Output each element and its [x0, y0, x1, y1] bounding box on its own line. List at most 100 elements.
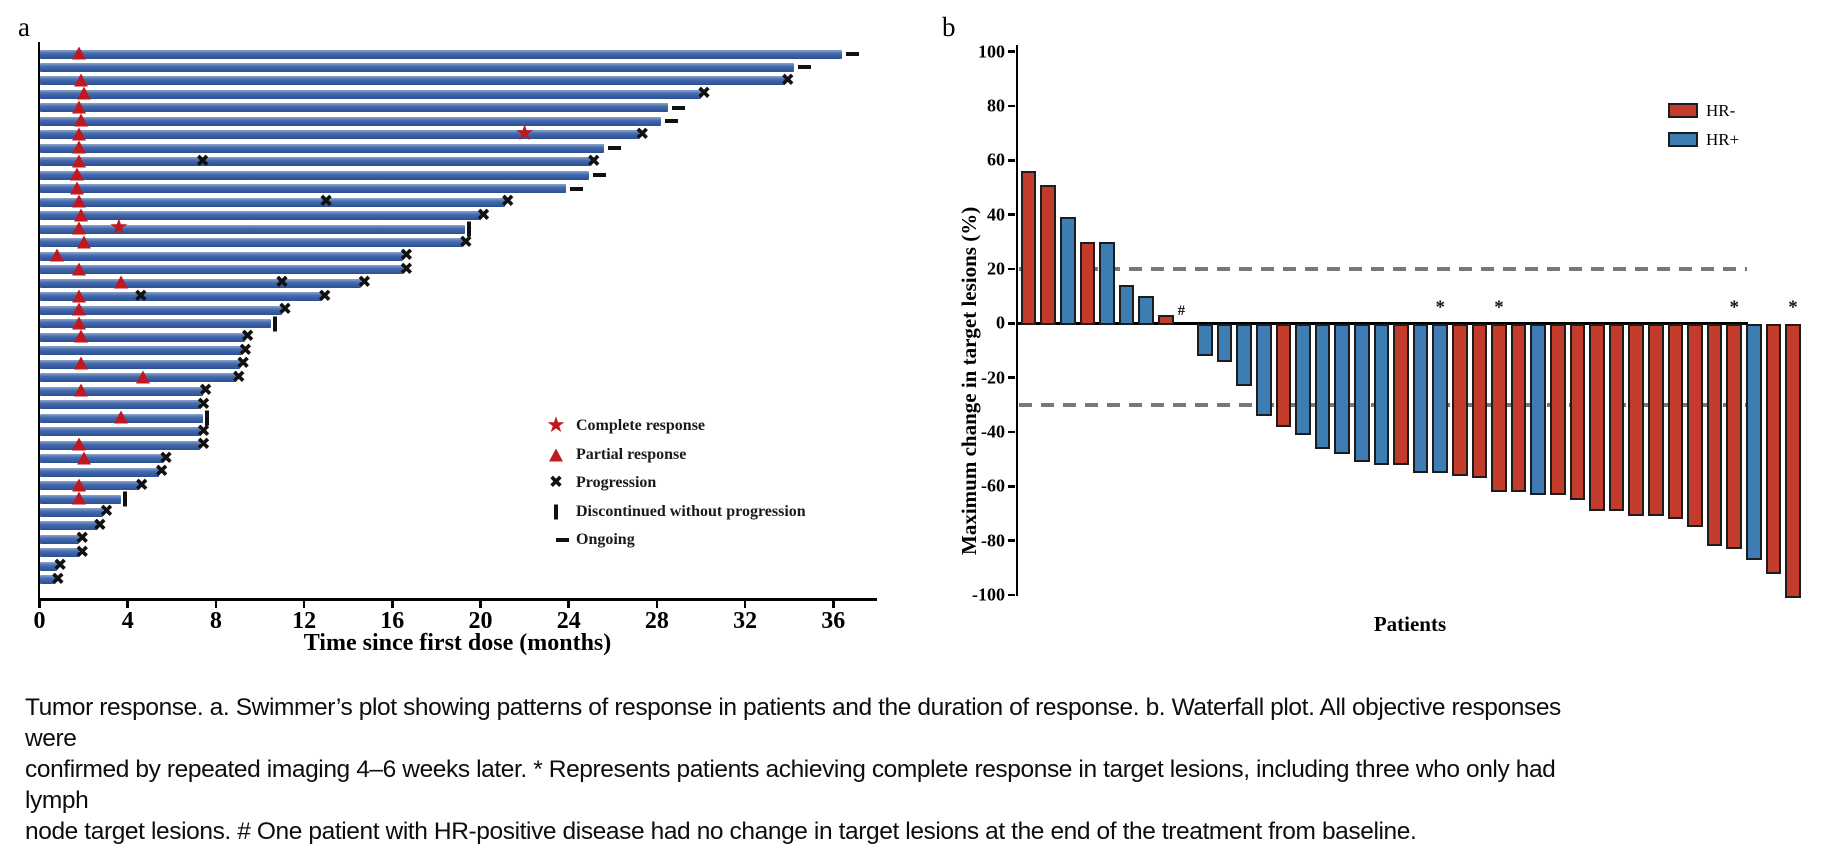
legend-label: Complete response	[576, 417, 706, 434]
waterfall-bar	[1589, 324, 1605, 512]
progression-marker: ✖	[458, 232, 473, 253]
swimmer-bar	[39, 238, 463, 248]
waterfall-bar	[1687, 324, 1703, 528]
partial-response-marker	[114, 275, 129, 289]
partial-response-marker	[72, 154, 87, 168]
partial-response-marker	[74, 208, 89, 222]
waterfall-bar	[1197, 324, 1213, 357]
partial-response-marker	[76, 235, 91, 249]
waterfall-bar	[1765, 324, 1782, 574]
waterfall-bar	[1726, 324, 1742, 550]
waterfall-bar	[1569, 324, 1586, 501]
swimmer-plot-panel: a 0 4 8 12 16 20 24 28 32 36 ✖ ✖ ★ ✖ ✖ ✖ ✖ ✖ ✖ ★ ✖ ✖ ✖ ✖ ✖ ✖ ✖ ✖ ✖ ✖ ✖…	[0, 0, 940, 690]
x-tick-label: 28	[644, 608, 669, 634]
swimmer-bar	[39, 76, 785, 86]
partial-response-marker	[72, 262, 87, 276]
discontinued-marker	[204, 410, 209, 426]
x-tick-label: 32	[733, 608, 758, 634]
swimmer-bar	[39, 359, 241, 369]
legend-item-x: ✖ Progression	[548, 471, 878, 495]
discontinued-marker	[123, 491, 128, 507]
x-tick-label: 8	[209, 608, 222, 634]
waterfall-bar	[1706, 324, 1723, 547]
ongoing-marker	[570, 186, 584, 191]
swimmer-bar	[39, 400, 201, 410]
y-tick	[1008, 267, 1016, 271]
progression-marker: ✖	[196, 394, 211, 415]
ongoing-marker	[671, 105, 685, 110]
progression-marker: ✖	[696, 83, 712, 104]
progression-marker: ✖	[476, 205, 491, 226]
waterfall-bar	[1608, 324, 1625, 512]
x-tick	[38, 600, 41, 608]
progression-marker: ✖	[357, 272, 372, 293]
legend-item-star: ★ Complete response	[546, 413, 878, 438]
progression-marker: ✖	[154, 461, 169, 482]
x-tick	[479, 600, 482, 608]
swimmer-bar	[39, 116, 662, 126]
waterfall-x-axis-title: Patients	[1373, 612, 1447, 636]
swimmer-bar	[39, 507, 104, 517]
waterfall-bar	[1452, 324, 1468, 476]
swimmer-bar	[39, 170, 589, 180]
swimmer-bar	[39, 467, 159, 477]
discontinued-marker	[467, 221, 472, 237]
legend-label: Progression	[576, 474, 657, 491]
x-tick	[655, 600, 659, 608]
progression-marker: ✖	[317, 286, 332, 307]
swimmer-bar	[39, 319, 272, 329]
swimmer-bar	[39, 305, 283, 315]
swimmer-bar	[39, 521, 97, 531]
progression-marker: ✖	[238, 340, 253, 361]
partial-response-marker	[69, 167, 84, 181]
swimmer-bar	[39, 224, 466, 234]
figure-caption: Tumor response. a. Swimmer’s plot showin…	[25, 692, 1585, 847]
swimmer-bar	[39, 481, 139, 491]
waterfall-bar	[1256, 324, 1272, 416]
y-tick-label: -40	[981, 421, 1005, 442]
waterfall-bar	[1216, 324, 1233, 362]
swimmer-bar	[39, 346, 243, 356]
hr-positive-label: HR+	[1706, 130, 1740, 149]
waterfall-bar	[1354, 324, 1370, 463]
x-tick-label: 20	[468, 608, 493, 634]
waterfall-bar	[1412, 324, 1429, 473]
partial-response-marker	[72, 100, 87, 114]
y-tick	[1008, 593, 1016, 597]
progression-marker: ✖	[195, 151, 210, 172]
swimmer-bar	[39, 211, 481, 221]
x-tick-label: 0	[33, 608, 46, 634]
progression-marker: ✖	[231, 367, 246, 388]
swimmer-bar	[39, 427, 201, 437]
waterfall-bar	[1275, 324, 1292, 427]
swimmer-bar	[39, 386, 203, 396]
waterfall-bar	[1295, 324, 1311, 435]
x-tick-label: 24	[556, 608, 581, 634]
waterfall-y-axis	[1015, 45, 1018, 596]
reference-line-plus20	[1019, 267, 1747, 271]
progression-marker: ✖	[99, 501, 114, 522]
waterfall-bar	[1118, 285, 1135, 326]
y-tick	[1008, 539, 1016, 542]
waterfall-bar	[1746, 324, 1762, 560]
waterfall-legend: HR- HR+	[1668, 101, 1788, 161]
waterfall-plot-panel: b 100 80 60 40 20 0 -20 -40 -60 -80 -100 # * * * * Maxi…	[935, 0, 1835, 690]
waterfall-bar	[1099, 241, 1115, 326]
caption-line-1: Tumor response. a. Swimmer’s plot showin…	[25, 694, 1561, 752]
y-tick	[1008, 322, 1016, 325]
waterfall-bar	[1530, 324, 1546, 495]
star-icon-glyph: ★	[546, 413, 566, 438]
ongoing-marker	[797, 65, 811, 70]
progression-marker: ✖	[53, 555, 68, 576]
y-tick-label: -60	[981, 475, 1005, 496]
progression-marker: ✖	[399, 259, 414, 280]
swimmer-bar	[39, 265, 404, 275]
swimmer-bar	[39, 534, 80, 544]
waterfall-bar	[1785, 324, 1801, 598]
ongoing-marker	[592, 173, 606, 178]
y-tick-label: 0	[996, 312, 1005, 333]
panel-a-label: a	[18, 12, 30, 42]
caption-line-2: confirmed by repeated imaging 4–6 weeks …	[25, 756, 1556, 814]
waterfall-bar	[1432, 324, 1448, 473]
partial-response-marker	[72, 194, 87, 208]
